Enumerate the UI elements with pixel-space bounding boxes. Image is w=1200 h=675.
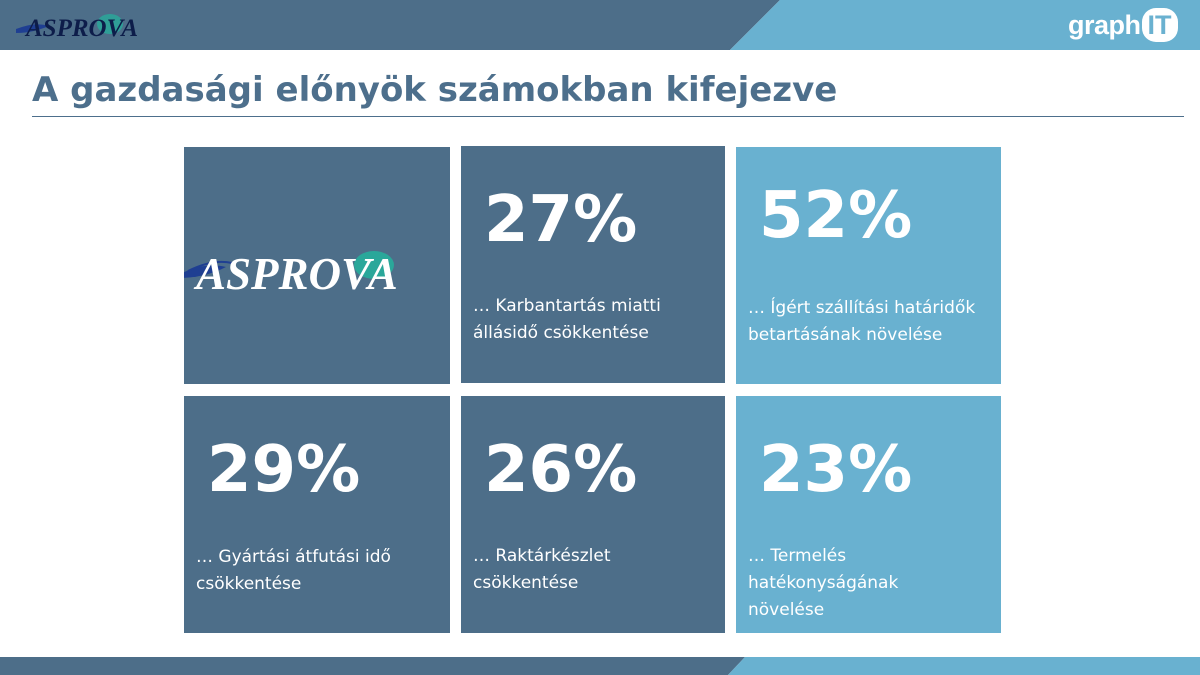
stat-label: … Ígért szállítási határidők betartásána… [748,298,976,345]
stat-tile-inventory: 26% … Raktárkészlet csökkentése [461,396,725,633]
stat-percent: 23% [759,433,913,507]
stat-tile-delivery: 52% … Ígért szállítási határidők betartá… [736,147,1001,384]
stat-label: … Termelés hatékonyságának növelése [748,546,899,620]
asprova-logo-small-text: ASPROVA [24,15,138,42]
graphit-logo: graph IT [1068,6,1178,44]
graphit-logo-text: graph [1068,9,1141,40]
stat-percent: 52% [759,179,913,253]
logo-tile: ASPROVA [178,147,450,384]
stat-label: … Gyártási átfutási idő csökkentése [196,547,391,594]
stat-label: … Raktárkészlet csökkentése [473,546,611,593]
stat-tile-maintenance: 27% … Karbantartás miatti állásidő csökk… [461,146,725,383]
header-background [0,0,1200,50]
title-underline [32,116,1184,117]
stat-tile-efficiency: 23% … Termelés hatékonyságának növelése [736,396,1001,633]
page-title: A gazdasági előnyök számokban kifejezve [32,70,838,110]
stat-percent: 29% [207,433,361,507]
asprova-logo-large: ASPROVA [178,249,398,299]
stat-label: … Karbantartás miatti állásidő csökkenté… [473,296,661,343]
graphit-logo-box: IT [1141,8,1178,42]
footer-band [0,657,1200,675]
stat-tile-leadtime: 29% … Gyártási átfutási idő csökkentése [184,396,450,633]
stat-percent: 27% [484,183,638,257]
asprova-logo-large-text: ASPROVA [193,249,398,299]
stat-percent: 26% [484,433,638,507]
header-band: ASPROVA graph IT [0,0,1200,50]
